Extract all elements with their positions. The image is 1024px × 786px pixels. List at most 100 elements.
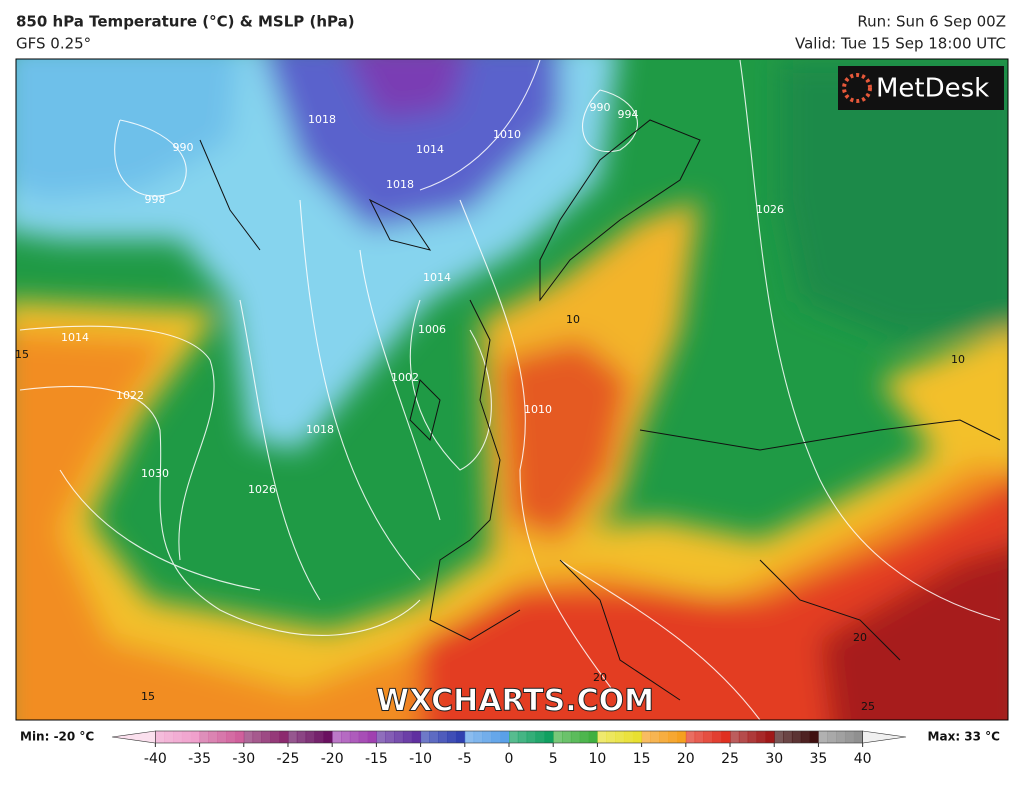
colorbar-segment xyxy=(721,731,731,743)
model: GFS 0.25° xyxy=(16,35,91,53)
isobar-label: 998 xyxy=(145,193,166,206)
isobar-label: 1014 xyxy=(61,331,89,344)
colorbar-segment xyxy=(712,731,722,743)
colorbar-segment xyxy=(517,731,528,743)
colorbar-segment xyxy=(668,731,678,743)
colorbar-segment xyxy=(208,731,218,743)
colorbar-segment xyxy=(809,731,819,743)
colorbar-segment xyxy=(402,731,413,743)
colorbar-segment xyxy=(526,731,537,743)
max-label: Max: 33 °C xyxy=(928,730,1001,744)
colorbar-segment xyxy=(853,731,864,743)
run-time: Run: Sun 6 Sep 00Z xyxy=(857,13,1006,31)
colorbar-segment xyxy=(606,731,616,743)
colorbar-segment xyxy=(827,731,837,743)
colorbar-segment xyxy=(783,731,793,743)
colorbar-segment xyxy=(818,731,828,743)
colorbar-segment xyxy=(500,731,510,743)
colorbar-segment xyxy=(632,731,643,743)
min-label: Min: -20 °C xyxy=(20,730,94,744)
colorbar-segment xyxy=(199,731,209,743)
temperature-label: 10 xyxy=(566,313,580,326)
colorbar: -40 -35 -30 -25 -20 -15 -10 -5 0 5 10 15 20 25 30 35 40 xyxy=(111,730,907,767)
temperature-label: 15 xyxy=(141,690,155,703)
valid-time: Valid: Tue 15 Sep 18:00 UTC xyxy=(795,35,1006,53)
colorbar-segment xyxy=(676,731,687,743)
temperature-label: 15 xyxy=(15,348,29,361)
colorbar-tick-label: -20 xyxy=(321,751,344,767)
colorbar-segment xyxy=(173,731,183,743)
colorbar-segment xyxy=(438,731,448,743)
temperature-label: 25 xyxy=(861,700,875,713)
colorbar-tick-label: 10 xyxy=(588,751,606,767)
colorbar-segment xyxy=(190,731,201,743)
isobar-label: 1018 xyxy=(308,113,336,126)
colorbar-segment xyxy=(641,731,651,743)
colorbar-tick-label: -30 xyxy=(232,751,255,767)
isobar-label: 990 xyxy=(590,101,611,114)
colorbar-segment xyxy=(287,731,298,743)
colorbar-segment xyxy=(314,731,324,743)
isobar-label: 1018 xyxy=(306,423,334,436)
colorbar-segment xyxy=(774,731,784,743)
isobar-label: 1030 xyxy=(141,467,169,480)
isobar-label: 1006 xyxy=(418,323,446,336)
colorbar-tick-label: -35 xyxy=(188,751,211,767)
colorbar-segment xyxy=(429,731,439,743)
colorbar-segment xyxy=(650,731,660,743)
colorbar-tick-label: -25 xyxy=(277,751,300,767)
temperature-label: 20 xyxy=(593,671,607,684)
colorbar-segment xyxy=(659,731,669,743)
colorbar-segment xyxy=(544,731,554,743)
colorbar-segment xyxy=(420,731,430,743)
colorbar-segment xyxy=(756,731,766,743)
colorbar-segment xyxy=(385,731,395,743)
colorbar-tick-label: 35 xyxy=(810,751,828,767)
colorbar-tick-label: 5 xyxy=(549,751,558,767)
temperature-label: 10 xyxy=(951,353,965,366)
isobar-label: 1026 xyxy=(756,203,784,216)
colorbar-tick-label: -40 xyxy=(144,751,167,767)
colorbar-segment xyxy=(765,731,775,743)
colorbar-tick-label: -5 xyxy=(458,751,472,767)
title: 850 hPa Temperature (°C) & MSLP (hPa) xyxy=(16,13,355,31)
colorbar-tick-label: 30 xyxy=(765,751,783,767)
colorbar-segment xyxy=(579,731,590,743)
colorbar-segment xyxy=(279,731,289,743)
colorbar-segment xyxy=(217,731,227,743)
isobar-label: 1026 xyxy=(248,483,276,496)
colorbar-segment xyxy=(685,731,696,743)
colorbar-segment xyxy=(694,731,704,743)
map: MetDesk WXCHARTS.COM 1014102210301026101… xyxy=(15,59,1008,720)
colorbar-segment xyxy=(800,731,811,743)
colorbar-segment xyxy=(836,731,846,743)
colorbar-segment xyxy=(464,731,475,743)
colorbar-segment xyxy=(323,731,333,743)
colorbar-segment xyxy=(623,731,634,743)
isobar-label: 1002 xyxy=(391,371,419,384)
colorbar-segment xyxy=(376,731,386,743)
colorbar-tick-label: 25 xyxy=(721,751,739,767)
colorbar-segment xyxy=(411,731,422,743)
colorbar-segment xyxy=(252,731,262,743)
isobar-label: 1010 xyxy=(524,403,552,416)
colorbar-segment xyxy=(155,731,165,743)
isobar-label: 994 xyxy=(618,108,639,121)
colorbar-segment xyxy=(509,731,519,743)
colorbar-segment xyxy=(562,731,572,743)
colorbar-segment xyxy=(261,731,271,743)
colorbar-segment xyxy=(394,731,404,743)
colorbar-end xyxy=(111,730,156,744)
colorbar-segment xyxy=(730,731,740,743)
colorbar-segment xyxy=(703,731,713,743)
colorbar-segment xyxy=(535,731,545,743)
colorbar-segment xyxy=(844,731,855,743)
colorbar-tick-label: -10 xyxy=(409,751,432,767)
isobar-label: 1014 xyxy=(423,271,451,284)
colorbar-segment xyxy=(349,731,360,743)
colorbar-segment xyxy=(305,731,315,743)
colorbar-segment xyxy=(482,731,492,743)
logo-box xyxy=(838,66,1004,110)
isobar-label: 1018 xyxy=(386,178,414,191)
colorbar-segment xyxy=(491,731,501,743)
